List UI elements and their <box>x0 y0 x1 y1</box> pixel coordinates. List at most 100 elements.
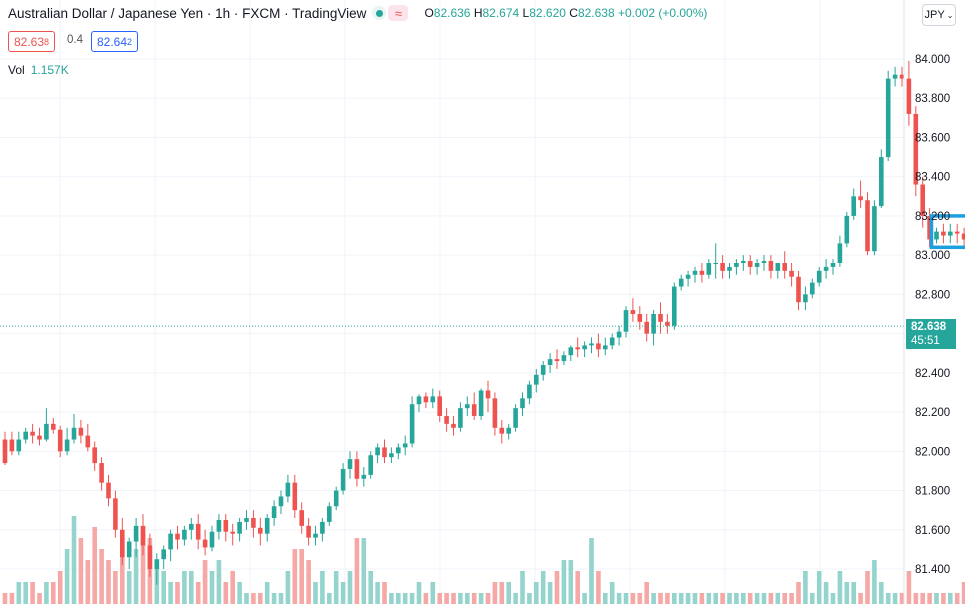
wave-icon[interactable]: ≈ <box>388 5 409 21</box>
candle-body <box>361 474 367 479</box>
volume-bar <box>699 593 705 604</box>
candle-body <box>375 447 380 456</box>
candle-body <box>451 423 456 428</box>
volume-bar <box>589 538 594 604</box>
volume-bar <box>57 571 63 604</box>
candle-body <box>340 468 346 491</box>
volume-bar <box>720 593 725 604</box>
buy-button[interactable]: 82.64 2 <box>91 31 139 52</box>
candle-body <box>568 347 574 356</box>
volume-bar <box>37 593 42 604</box>
candle-body <box>775 263 781 271</box>
volume-bar <box>285 571 291 604</box>
volume-bar <box>630 593 636 604</box>
candle-body <box>209 531 215 548</box>
sell-button[interactable]: 82.63 8 <box>8 31 56 52</box>
volume-bar <box>713 593 718 604</box>
candle-body <box>609 337 615 346</box>
volume-bar <box>782 593 787 604</box>
volume-bar <box>865 571 870 604</box>
candle-body <box>57 429 63 452</box>
volume-bar <box>520 571 525 604</box>
symbol-title[interactable]: Australian Dollar / Japanese Yen · 1h · … <box>8 5 367 21</box>
candle-body <box>527 384 532 399</box>
open-value: 82.636 <box>433 6 471 20</box>
candle-body <box>126 541 132 558</box>
volume-bar <box>927 593 932 604</box>
spread-value: 0.4 <box>67 34 83 46</box>
candle-body <box>444 416 449 424</box>
last-price-label: 82.638 45:51 <box>906 319 956 349</box>
candle-body <box>106 482 111 499</box>
volume-bar <box>333 571 339 604</box>
candle-body <box>913 113 919 185</box>
candle-body <box>237 521 242 534</box>
volume-bar <box>761 593 767 604</box>
volume-bar <box>623 593 629 604</box>
candle-body <box>734 263 739 267</box>
volume-bar <box>244 593 249 604</box>
volume-bar <box>92 527 97 604</box>
volume-bar <box>582 593 587 604</box>
volume-bar <box>872 560 877 604</box>
candle-body <box>658 314 663 322</box>
y-tick-label: 83.400 <box>915 172 950 184</box>
volume-bar <box>340 582 346 604</box>
candle-body <box>637 314 643 322</box>
volume-bar <box>775 593 781 604</box>
candle-body <box>416 396 422 405</box>
candle-body <box>78 427 84 436</box>
candle-body <box>747 261 753 267</box>
volume-bar <box>327 593 332 604</box>
y-tick-label: 82.000 <box>915 446 950 458</box>
volume-bar <box>71 516 77 604</box>
candle-body <box>540 365 546 375</box>
candle-body <box>582 345 587 350</box>
candle-body <box>899 74 905 79</box>
volume-legend: Vol 1.157K <box>8 63 69 77</box>
volume-bar <box>423 593 429 604</box>
volume-bar <box>451 593 456 604</box>
highlight-box <box>929 214 965 250</box>
candle-body <box>306 525 311 538</box>
candle-body <box>189 523 194 530</box>
volume-bar <box>823 582 829 604</box>
volume-bar <box>851 582 856 604</box>
candle-body <box>782 263 787 271</box>
candle-body <box>120 529 125 558</box>
candle-body <box>513 408 518 428</box>
ohlc-values: O82.636 H82.674 L82.620 C82.638 +0.002 (… <box>424 6 708 20</box>
currency-dropdown[interactable]: JPY ⌄ <box>922 4 956 26</box>
candle-body <box>616 331 622 338</box>
candle-body <box>885 78 891 158</box>
candle-body <box>761 261 767 263</box>
volume-bar <box>471 593 477 604</box>
candle-body <box>520 398 525 409</box>
y-tick-label: 83.600 <box>915 132 950 144</box>
candle-body <box>961 233 965 240</box>
candle-body <box>182 529 187 540</box>
volume-bar <box>78 538 84 604</box>
candle-body <box>754 263 760 267</box>
candle-body <box>51 423 56 430</box>
y-tick-label: 81.800 <box>915 486 950 498</box>
candle-body <box>672 286 677 326</box>
volume-bar <box>44 582 49 604</box>
volume-bar <box>858 593 863 604</box>
volume-bar <box>9 593 15 604</box>
candle-body <box>575 347 580 350</box>
volume-bar <box>658 593 663 604</box>
market-status-icon[interactable] <box>372 6 387 20</box>
volume-bar <box>920 593 925 604</box>
volume-bar <box>879 582 884 604</box>
volume-bar <box>368 571 373 604</box>
candle-body <box>354 459 360 479</box>
candle-body <box>699 270 705 275</box>
chart-header: Australian Dollar / Japanese Yen · 1h · … <box>8 5 707 21</box>
volume-bar <box>789 593 794 604</box>
y-tick-label: 82.200 <box>915 407 950 419</box>
volume-bar <box>189 571 194 604</box>
change-value: +0.002 (+0.00%) <box>618 6 708 20</box>
candle-body <box>644 321 649 334</box>
